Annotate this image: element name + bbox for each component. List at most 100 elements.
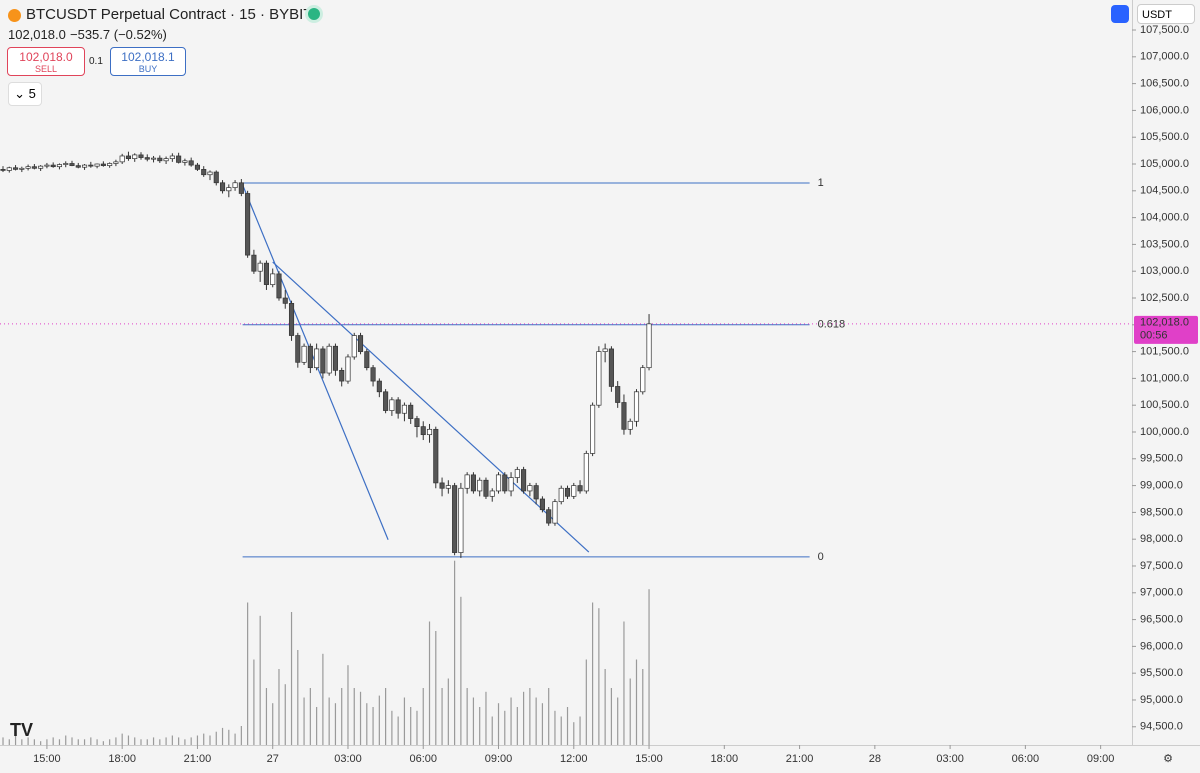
y-tick-label: 105,500.0: [1140, 131, 1189, 143]
volume-bar: [504, 710, 506, 745]
volume-bar: [378, 695, 380, 745]
volume-bar: [290, 612, 293, 745]
candle-body: [320, 348, 326, 374]
volume-bar: [65, 735, 67, 745]
candle-body: [590, 404, 596, 454]
volume-bar: [548, 688, 550, 745]
indicator-count: 5: [28, 86, 36, 101]
candle-body: [132, 154, 138, 159]
y-tick-label: 103,000.0: [1140, 265, 1189, 277]
volume-bar: [58, 739, 61, 745]
candle-body: [125, 155, 132, 159]
candle-body: [552, 501, 558, 524]
candle-body: [219, 182, 226, 192]
volume-bar: [485, 691, 487, 745]
volume-bar: [554, 710, 556, 745]
candle-body: [0, 169, 6, 171]
candle-body: [176, 155, 182, 163]
volume-bar: [228, 729, 230, 745]
candle-body: [596, 351, 602, 406]
y-tick-label: 101,000.0: [1140, 372, 1189, 384]
volume-bar: [209, 735, 211, 745]
candle-body: [56, 164, 63, 168]
candle-body: [370, 367, 376, 382]
candle-body: [107, 163, 113, 166]
candle-body: [408, 404, 414, 419]
x-tick-label: 06:00: [1012, 753, 1040, 765]
logo: [8, 7, 21, 23]
market-status: [308, 8, 320, 20]
indicator-toggle[interactable]: ⌄ 5: [8, 82, 42, 106]
volume-bar: [617, 697, 619, 745]
candle-body: [144, 157, 150, 160]
candle-body: [238, 182, 244, 194]
volume-bar: [309, 688, 311, 745]
candle-body: [640, 367, 646, 393]
volume-bar: [604, 669, 606, 745]
candle-body: [257, 262, 263, 272]
candle-body: [426, 428, 433, 436]
volume-bar: [2, 737, 4, 745]
candle-body: [633, 391, 640, 422]
x-tick-label: 12:00: [560, 753, 588, 765]
candle-body: [182, 160, 188, 163]
volume-bar: [8, 739, 10, 745]
volume-bar: [391, 710, 393, 745]
y-tick-label: 105,000.0: [1140, 158, 1189, 170]
currency-select[interactable]: USDT: [1137, 4, 1195, 24]
candle-body: [439, 482, 445, 489]
candle-body: [489, 490, 495, 497]
volume-bar: [623, 621, 625, 745]
volume-bar: [152, 737, 155, 745]
y-tick-label: 97,000.0: [1140, 587, 1183, 599]
candle-body: [395, 399, 401, 414]
volume-bar: [535, 697, 537, 745]
settings-icon: ⚙: [1163, 753, 1173, 765]
volume-bar: [385, 688, 387, 745]
candle-body: [615, 386, 621, 403]
candle-body: [514, 469, 520, 478]
candle-body: [326, 345, 332, 374]
candle-body: [464, 474, 470, 489]
volume-bar: [278, 669, 280, 745]
symbol-title[interactable]: BTCUSDT Perpetual Contract · 15 · BYBIT: [26, 6, 313, 23]
candle-body: [31, 166, 37, 169]
candle-body: [564, 487, 571, 497]
candle-body: [282, 297, 288, 304]
sell-button[interactable]: 102,018.0 SELL: [7, 47, 85, 76]
x-tick-label: 15:00: [635, 753, 663, 765]
volume-bar: [334, 703, 337, 745]
volume-bar: [140, 739, 142, 745]
volume-bar: [610, 688, 613, 745]
x-tick-label: 18:00: [711, 753, 739, 765]
x-tick-label: 21:00: [184, 753, 212, 765]
volume-bar: [491, 716, 493, 745]
buy-button[interactable]: 102,018.1 BUY: [110, 47, 186, 76]
volume-bar: [71, 737, 73, 745]
volume-bar: [410, 707, 412, 745]
y-tick-label: 95,500.0: [1140, 667, 1183, 679]
x-tick-label: 28: [869, 753, 881, 765]
candle-body: [13, 167, 19, 170]
volume-bar: [322, 653, 324, 745]
volume-bar: [472, 697, 475, 745]
volume-bar: [366, 703, 368, 745]
screenshot-button[interactable]: [1111, 5, 1129, 23]
candle-body: [94, 163, 100, 167]
volume-bar: [40, 741, 42, 745]
candle-body: [81, 164, 88, 168]
x-tick-label: 27: [267, 753, 279, 765]
candle-body: [357, 335, 364, 352]
x-tick-label: 18:00: [108, 753, 136, 765]
y-tick-label: 101,500.0: [1140, 346, 1189, 358]
volume-bar: [341, 688, 343, 745]
candle-body: [157, 157, 163, 162]
candle-body: [75, 165, 81, 168]
volume-bar: [14, 735, 17, 745]
candle-body: [188, 160, 194, 166]
candle-body: [495, 474, 502, 492]
candle-body: [521, 469, 527, 492]
volume-bar: [171, 735, 173, 745]
candle-body: [345, 356, 351, 382]
